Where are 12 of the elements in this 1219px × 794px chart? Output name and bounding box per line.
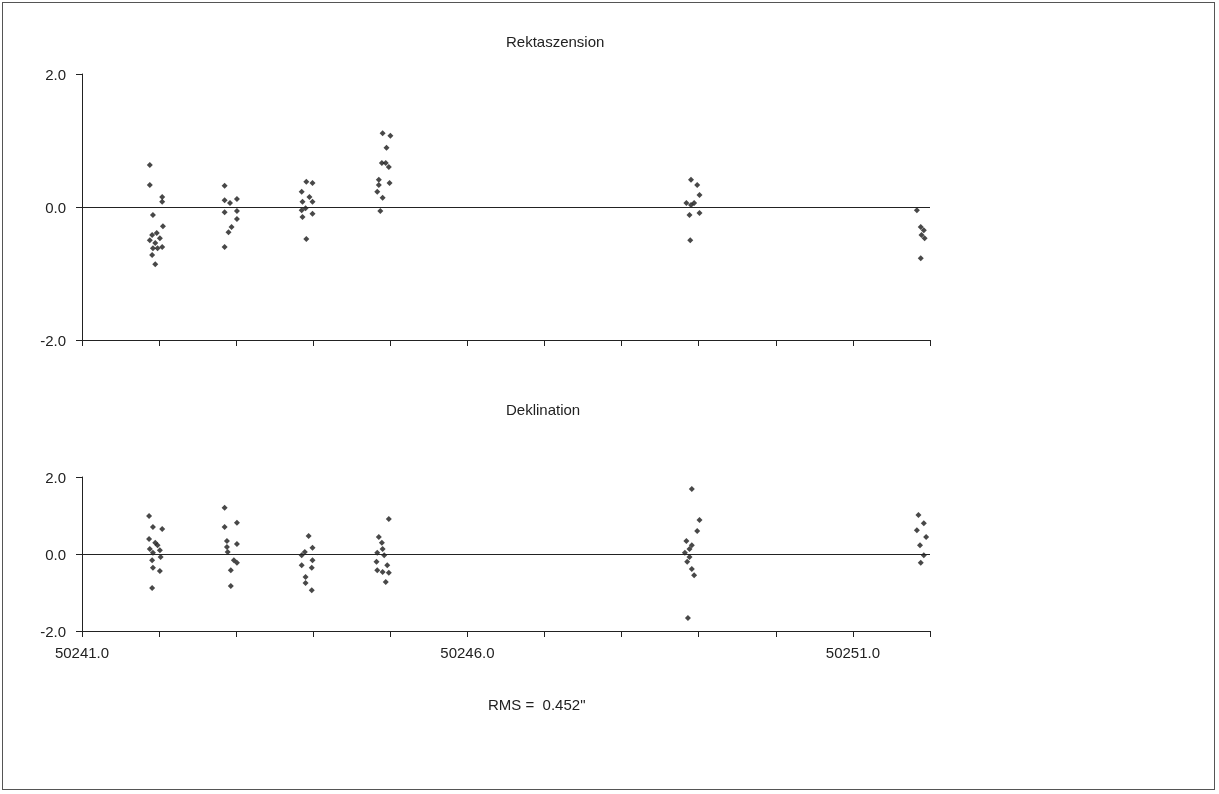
- y-tick-label: 0.0: [45, 198, 66, 216]
- x-tick-label: 50251.0: [825, 644, 881, 661]
- y-tick-label: 2.0: [45, 468, 66, 486]
- y-tick-label: 2.0: [45, 65, 66, 83]
- text: RMS = 0.452": [487, 696, 586, 713]
- x-tick-label: 50241.0: [54, 644, 110, 661]
- y-tick-label: -2.0: [40, 622, 66, 640]
- y-tick-label: 0.0: [45, 545, 66, 563]
- chart-title: Rektaszension: [506, 33, 605, 50]
- chart-title: Deklination: [506, 401, 581, 418]
- x-tick-label: 50246.0: [440, 644, 495, 661]
- y-tick-label: -2.0: [40, 331, 66, 349]
